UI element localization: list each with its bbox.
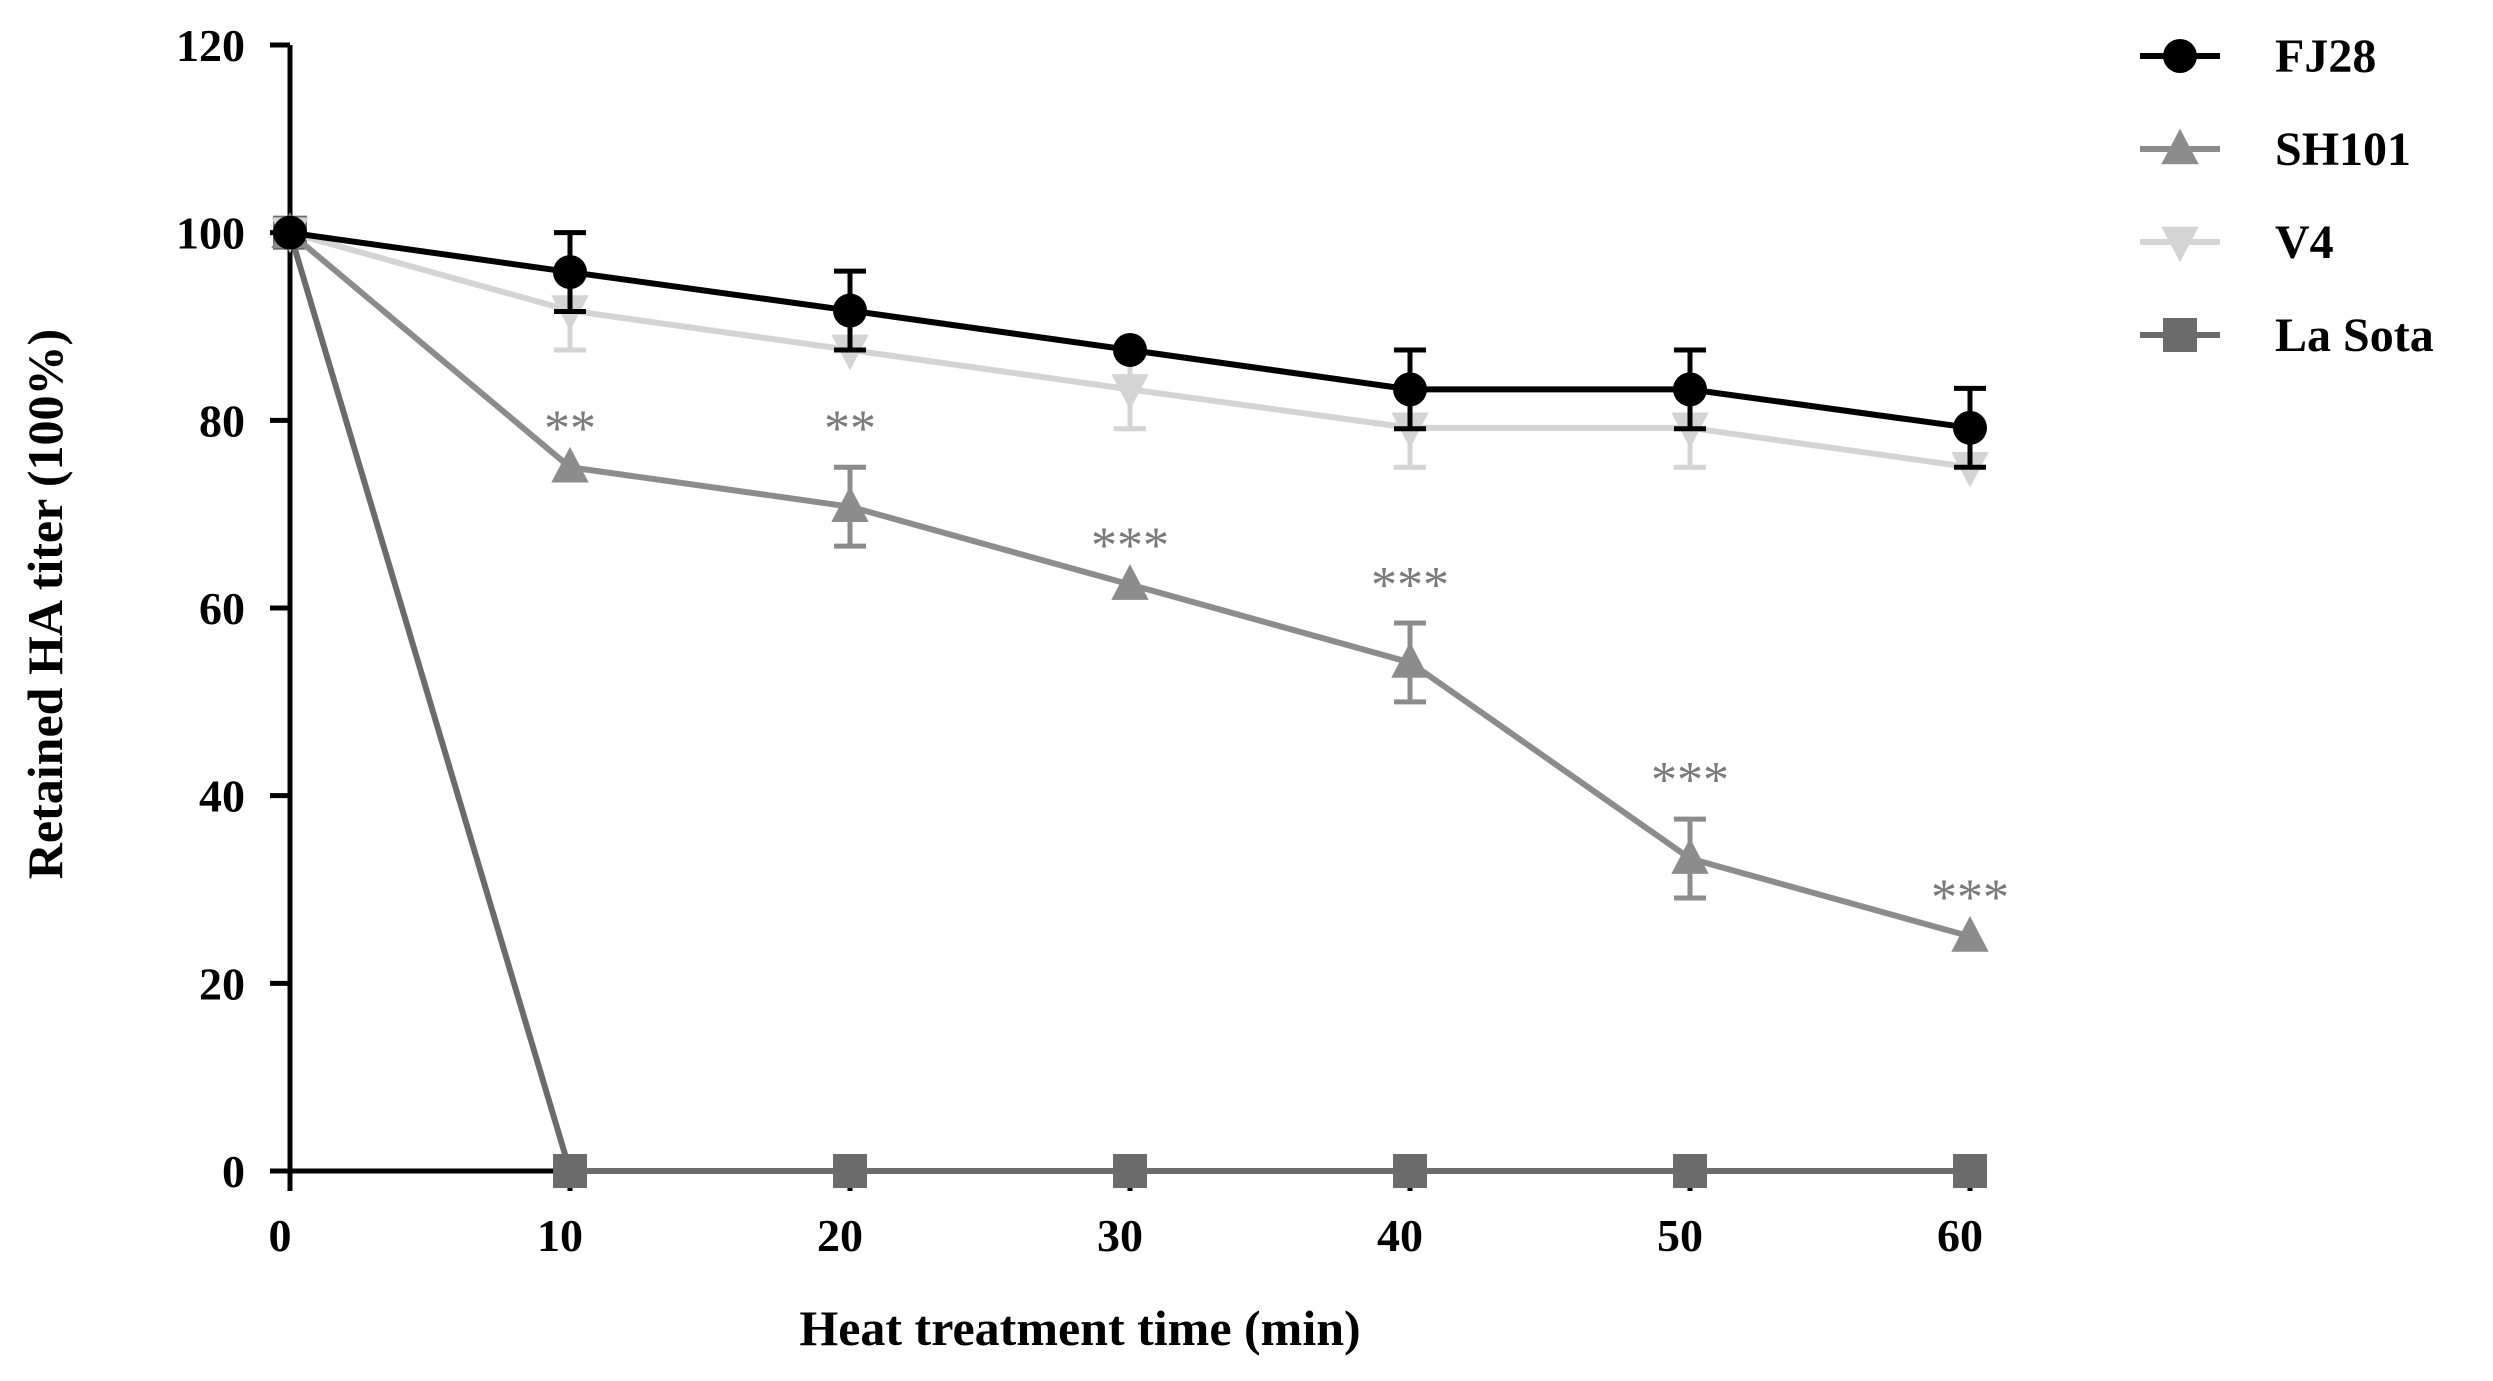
- significance-label: ***: [1371, 557, 1449, 614]
- data-point: [1953, 1154, 1987, 1188]
- series-layer: [271, 212, 1989, 1188]
- data-point: [273, 215, 307, 250]
- x-tick-label: 20: [817, 1210, 863, 1261]
- data-point: [1673, 1154, 1707, 1188]
- data-point: [1111, 374, 1149, 410]
- legend-label: SH101: [2275, 123, 2411, 176]
- series-sh101: [271, 212, 1989, 952]
- data-point: [1671, 838, 1709, 874]
- significance-label: ***: [1091, 518, 1169, 575]
- significance-label: **: [544, 400, 596, 457]
- data-point: [1673, 372, 1707, 407]
- data-point: [551, 446, 589, 483]
- data-point: [831, 334, 869, 371]
- significance-label: ***: [1931, 869, 2009, 926]
- legend-item-la-sota: La Sota: [2140, 309, 2434, 362]
- x-axis-title: Heat treatment time (min): [799, 1300, 1360, 1356]
- legend-label: La Sota: [2275, 309, 2434, 362]
- legend-marker: [2163, 318, 2197, 352]
- legend-item-v4: V4: [2140, 216, 2334, 269]
- series-fj28: [273, 215, 1987, 470]
- y-tick-label: 120: [176, 20, 245, 71]
- x-tick-label: 40: [1377, 1210, 1423, 1261]
- axes: [287, 45, 1970, 1174]
- legend-label: V4: [2275, 216, 2334, 269]
- legend-item-fj28: FJ28: [2140, 30, 2376, 83]
- x-tick-label: 0: [269, 1210, 292, 1261]
- data-point: [1951, 451, 1989, 488]
- data-point: [1953, 410, 1987, 445]
- x-tick-label: 50: [1657, 1210, 1703, 1261]
- data-point: [1393, 372, 1427, 407]
- legend-marker: [2161, 128, 2199, 165]
- x-tick-label: 10: [537, 1210, 583, 1261]
- y-tick-label: 80: [199, 395, 245, 446]
- data-point: [831, 486, 869, 522]
- data-point: [1393, 1154, 1427, 1188]
- y-tick-label: 0: [222, 1146, 245, 1197]
- y-tick-label: 100: [176, 208, 245, 259]
- y-tick-label: 60: [199, 583, 245, 634]
- data-point: [1113, 1154, 1147, 1188]
- legend-label: FJ28: [2275, 30, 2376, 83]
- annotation-layer: ** **************: [544, 400, 2009, 926]
- legend-marker: [2163, 39, 2197, 73]
- x-tick-label: 60: [1937, 1210, 1983, 1261]
- x-tick-label: 30: [1097, 1210, 1143, 1261]
- data-point: [553, 255, 587, 290]
- y-tick-label: 40: [199, 771, 245, 822]
- legend: FJ28 SH101 V4 La Sota: [2140, 30, 2434, 362]
- significance-label: ***: [1651, 752, 1729, 809]
- y-axis-title: Retained HA titer (100%): [17, 329, 73, 879]
- data-point: [1113, 332, 1147, 367]
- data-point: [553, 1154, 587, 1188]
- data-point: [1111, 564, 1149, 600]
- tick-marks: 0 20 40 60 80 100 120 0 10 20 30 40 50 60: [176, 20, 1983, 1261]
- legend-marker: [2161, 226, 2199, 263]
- legend-item-sh101: SH101: [2140, 123, 2411, 176]
- data-point: [833, 1154, 867, 1188]
- data-point: [833, 293, 867, 328]
- significance-label: **: [824, 400, 876, 457]
- y-tick-label: 20: [199, 958, 245, 1009]
- data-point: [1391, 642, 1429, 678]
- data-point: [1951, 916, 1989, 952]
